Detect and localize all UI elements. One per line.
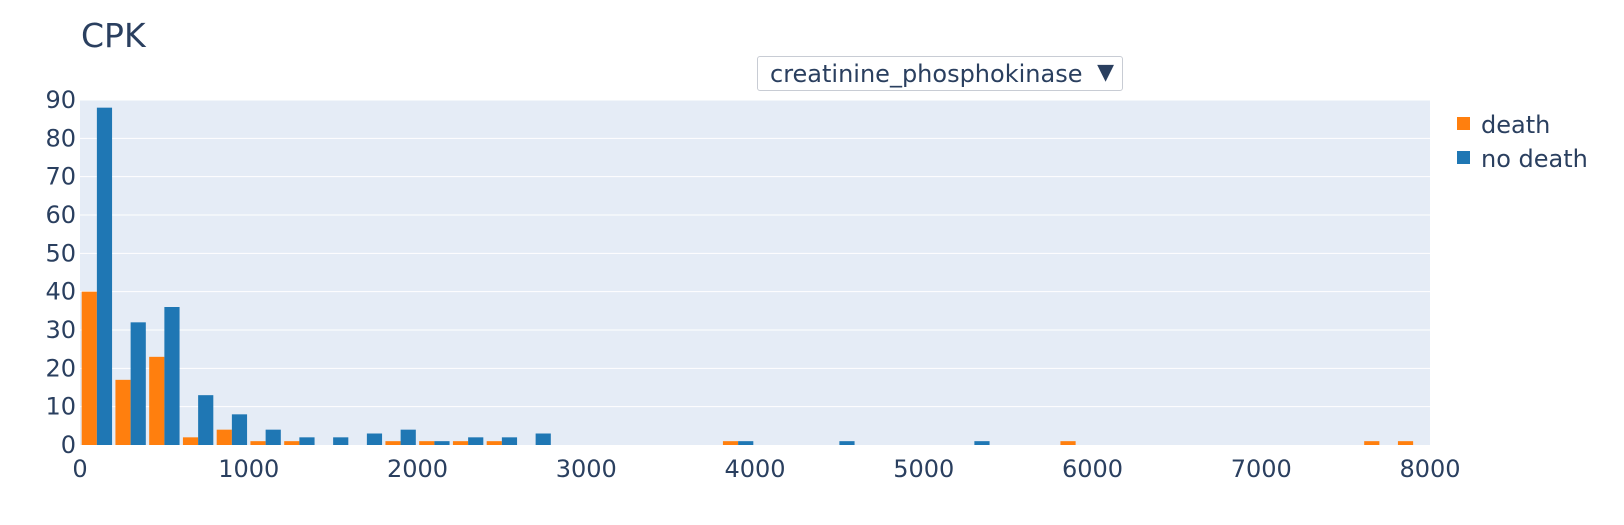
gridlines xyxy=(80,99,1430,408)
bar-death[interactable] xyxy=(250,441,266,445)
bar-death[interactable] xyxy=(385,441,401,445)
bar-no-death[interactable] xyxy=(96,107,113,446)
bar-no-death[interactable] xyxy=(501,437,518,445)
bar-death[interactable] xyxy=(115,379,131,445)
bar-no-death[interactable] xyxy=(738,441,754,445)
bar-no-death[interactable] xyxy=(974,441,990,445)
legend: death no death xyxy=(1457,111,1588,173)
bar-death[interactable] xyxy=(1364,441,1380,445)
y-tick-label: 60 xyxy=(45,201,76,229)
y-tick-label: 40 xyxy=(45,278,76,306)
x-tick-label: 1000 xyxy=(218,455,279,483)
bar-no-death[interactable] xyxy=(839,441,855,445)
y-tick-label: 80 xyxy=(45,124,76,152)
bar-death[interactable] xyxy=(419,441,435,445)
bar-no-death[interactable] xyxy=(130,322,146,445)
x-tick-label: 7000 xyxy=(1231,455,1292,483)
x-tick-label: 8000 xyxy=(1399,455,1460,483)
bar-no-death[interactable] xyxy=(231,414,248,445)
legend-swatch[interactable] xyxy=(1457,117,1470,130)
x-tick-label: 5000 xyxy=(893,455,954,483)
variable-dropdown[interactable]: creatinine_phosphokinase ▼ xyxy=(757,56,1123,91)
x-tick-label: 3000 xyxy=(556,455,617,483)
bar-no-death[interactable] xyxy=(265,429,281,445)
y-tick-label: 90 xyxy=(45,86,76,114)
bar-no-death[interactable] xyxy=(198,395,214,445)
bar-death[interactable] xyxy=(149,356,165,445)
y-axis-ticks: 0 10 20 30 40 50 60 70 80 90 xyxy=(45,86,76,459)
bar-death[interactable] xyxy=(81,291,97,445)
bar-no-death[interactable] xyxy=(400,429,416,445)
bar-death[interactable] xyxy=(452,441,469,445)
plot-area xyxy=(80,100,1430,445)
x-axis-ticks: 0 1000 2000 3000 4000 5000 6000 7000 8000 xyxy=(72,455,1460,483)
chevron-down-icon: ▼ xyxy=(1097,60,1114,85)
legend-label[interactable]: no death xyxy=(1481,145,1588,173)
bars xyxy=(81,107,1414,446)
y-tick-label: 10 xyxy=(45,393,76,421)
bar-death[interactable] xyxy=(182,437,199,445)
bar-no-death[interactable] xyxy=(299,437,315,445)
bar-death[interactable] xyxy=(1397,441,1414,445)
y-tick-label: 30 xyxy=(45,316,76,344)
legend-swatch[interactable] xyxy=(1457,151,1470,164)
bar-no-death[interactable] xyxy=(333,437,349,445)
bar-no-death[interactable] xyxy=(434,441,450,445)
bar-death[interactable] xyxy=(1060,441,1076,445)
bar-no-death[interactable] xyxy=(164,307,180,445)
bar-death[interactable] xyxy=(216,429,232,445)
bar-no-death[interactable] xyxy=(468,437,484,445)
dropdown-selected-value: creatinine_phosphokinase xyxy=(770,59,1083,88)
bar-no-death[interactable] xyxy=(535,433,551,446)
x-tick-label: 2000 xyxy=(387,455,448,483)
legend-label[interactable]: death xyxy=(1481,111,1550,139)
y-tick-label: 70 xyxy=(45,163,76,191)
bar-death[interactable] xyxy=(722,441,739,445)
bar-death[interactable] xyxy=(486,441,502,445)
bar-death[interactable] xyxy=(284,441,300,445)
chart-title: CPK xyxy=(81,16,146,55)
y-tick-label: 50 xyxy=(45,239,76,267)
y-tick-label: 0 xyxy=(61,431,76,459)
y-tick-label: 20 xyxy=(45,354,76,382)
x-tick-label: 4000 xyxy=(724,455,785,483)
x-tick-label: 6000 xyxy=(1062,455,1123,483)
bar-no-death[interactable] xyxy=(366,433,383,446)
x-tick-label: 0 xyxy=(72,455,87,483)
